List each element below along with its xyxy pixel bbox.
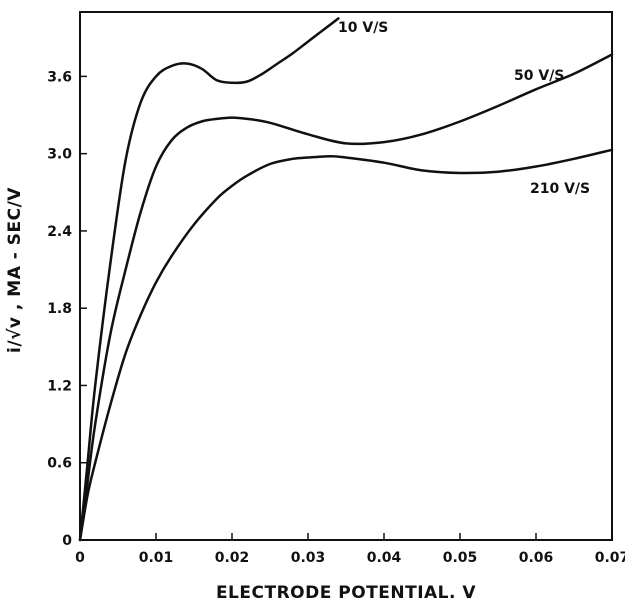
series-label-3: 210 V/S: [530, 181, 590, 197]
y-tick-label: 2.4: [47, 224, 72, 240]
x-axis-title: ELECTRODE POTENTIAL. V: [216, 583, 476, 603]
series-lines: [78, 17, 614, 542]
x-tick-label: 0.05: [443, 550, 478, 566]
y-tick-label: 3.0: [47, 147, 72, 163]
y-tick-label: 1.2: [47, 378, 72, 394]
y-axis-title: i/√v , MA - SEC/V: [5, 187, 25, 353]
axes: [79, 11, 613, 541]
tick-labels: 0 0.01 0.02 0.03 0.04 0.05 0.06 0.07 0 0.6 1.2 1.8 2…: [47, 69, 625, 566]
plot-frame: [79, 11, 613, 541]
x-tick-label: 0.03: [291, 550, 326, 566]
x-tick-label: 0.06: [519, 550, 554, 566]
x-tick-label: 0.04: [367, 550, 402, 566]
x-tick-label: 0.07: [595, 550, 625, 566]
x-tick-label: 0: [75, 550, 85, 566]
axis-ticks: [79, 75, 613, 541]
series-line-1: [78, 17, 340, 542]
y-tick-label: 3.6: [47, 69, 72, 85]
y-tick-label: 0.6: [47, 456, 72, 472]
y-tick-label: 0: [62, 533, 72, 549]
series-line-3: [78, 148, 614, 542]
series-label-1: 10 V/S: [338, 20, 388, 36]
series-label-2: 50 V/S: [514, 68, 564, 84]
y-tick-label: 1.8: [47, 301, 72, 317]
series-line-2: [78, 53, 614, 542]
series-labels: 10 V/S 50 V/S 210 V/S: [338, 20, 590, 197]
x-tick-label: 0.02: [215, 550, 250, 566]
x-tick-label: 0.01: [139, 550, 174, 566]
